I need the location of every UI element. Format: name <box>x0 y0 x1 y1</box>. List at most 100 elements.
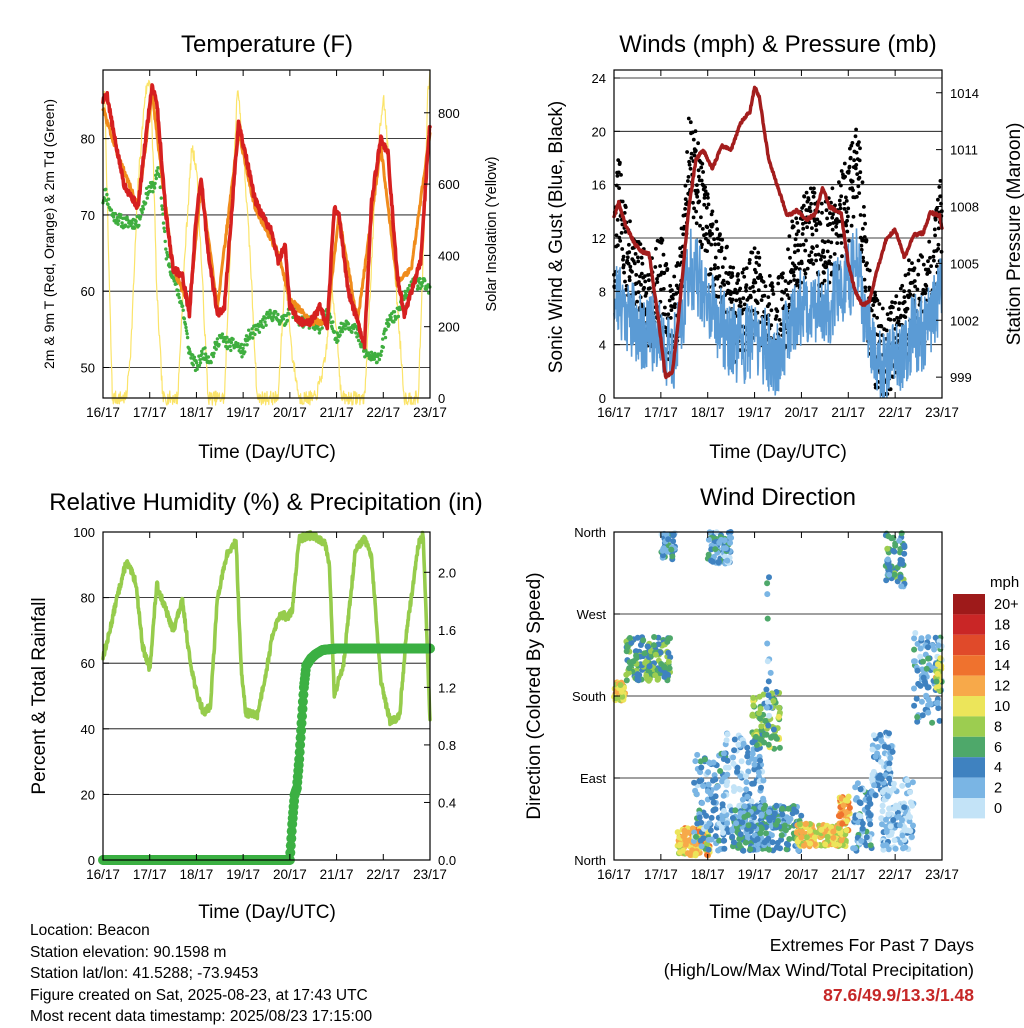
gust-point <box>902 289 906 294</box>
y-tick-label: 100 <box>73 525 95 540</box>
direction-point <box>724 557 731 564</box>
direction-point <box>715 558 722 565</box>
gust-point <box>916 258 921 263</box>
gust-point <box>699 215 703 220</box>
direction-point <box>720 829 727 836</box>
gust-point <box>903 315 908 319</box>
gust-point <box>862 277 867 282</box>
gust-point <box>756 288 761 293</box>
gust-point <box>858 213 863 217</box>
gust-point <box>628 219 632 224</box>
direction-point <box>730 784 737 791</box>
dewpoint-point <box>356 338 361 343</box>
legend-label: 6 <box>994 740 1002 756</box>
station-latlon: Station lat/lon: 41.5288; -73.9453 <box>30 965 259 982</box>
direction-point <box>691 779 698 786</box>
y-tick-label: 80 <box>81 591 95 606</box>
gust-point <box>926 259 930 264</box>
dewpoint-point <box>320 326 324 330</box>
gust-point <box>838 206 843 211</box>
direction-point <box>626 665 633 672</box>
gust-point <box>693 129 698 134</box>
direction-point <box>934 699 941 706</box>
dewpoint-point <box>392 310 397 314</box>
gust-point <box>681 232 686 237</box>
x-tick-label: 22/17 <box>366 405 400 420</box>
gust-point <box>844 210 849 214</box>
gust-point <box>844 199 849 203</box>
gust-point <box>763 284 768 289</box>
gust-point <box>664 262 669 266</box>
direction-point <box>652 672 659 679</box>
gust-point <box>706 240 711 245</box>
direction-point <box>842 797 849 804</box>
direction-point <box>766 712 772 719</box>
direction-point <box>822 841 829 848</box>
dewpoint-point <box>257 330 262 334</box>
gust-point <box>755 301 760 305</box>
dewpoint-point <box>197 363 202 368</box>
gust-point <box>790 219 795 224</box>
direction-point <box>696 814 703 821</box>
dewpoint-point <box>112 215 116 219</box>
gust-point <box>692 206 696 211</box>
gust-point <box>678 246 682 251</box>
direction-point <box>846 804 853 811</box>
gust-point <box>637 280 641 284</box>
dewpoint-point <box>398 307 402 312</box>
dewpoint-point <box>375 360 379 364</box>
gust-point <box>770 285 775 289</box>
gust-point <box>761 280 766 284</box>
direction-point <box>720 750 727 757</box>
gust-point <box>837 219 842 224</box>
gust-point <box>872 313 876 318</box>
gust-point <box>694 221 699 226</box>
gust-point <box>695 183 699 188</box>
x-tick-label: 21/17 <box>831 405 865 420</box>
gust-point <box>856 184 861 189</box>
direction-point <box>693 833 699 840</box>
dewpoint-point <box>334 336 338 340</box>
direction-point <box>698 843 705 850</box>
gust-point <box>722 256 727 261</box>
gust-point <box>894 294 899 299</box>
dewpoint-point <box>200 352 204 356</box>
direction-point <box>710 799 717 806</box>
y-tick-label: 0 <box>599 391 606 406</box>
gust-point <box>934 264 939 269</box>
dewpoint-point <box>239 342 244 347</box>
dewpoint-point <box>418 286 422 291</box>
gust-point <box>815 217 820 222</box>
legend-label: 0 <box>994 801 1002 817</box>
x-tick-label: 18/17 <box>691 405 725 420</box>
gust-point <box>699 165 704 170</box>
gust-point <box>897 301 902 305</box>
gust-point <box>630 269 634 274</box>
gust-point <box>677 263 682 267</box>
gust-point <box>906 272 911 276</box>
direction-point <box>901 804 908 811</box>
direction-point <box>778 832 785 839</box>
direction-point <box>896 822 903 829</box>
gust-point <box>809 250 814 255</box>
temp-2m-line <box>101 83 432 350</box>
dewpoint-point <box>206 355 211 359</box>
gust-point <box>907 258 911 263</box>
direction-point <box>758 723 765 730</box>
direction-point <box>623 677 630 684</box>
dewpoint-point <box>176 288 180 293</box>
dewpoint-point <box>153 181 157 186</box>
gust-point <box>858 170 863 175</box>
dewpoint-point <box>167 262 171 266</box>
dewpoint-point <box>203 346 207 350</box>
y2-tick-label: 999 <box>950 370 972 385</box>
dewpoint-point <box>416 284 420 288</box>
direction-point <box>726 534 733 540</box>
dewpoint-point <box>161 212 165 216</box>
gust-point <box>864 238 869 243</box>
gust-point <box>917 296 922 301</box>
gust-point <box>859 247 864 252</box>
legend-swatch <box>953 655 985 676</box>
direction-point <box>914 714 921 720</box>
gust-point <box>920 255 924 259</box>
